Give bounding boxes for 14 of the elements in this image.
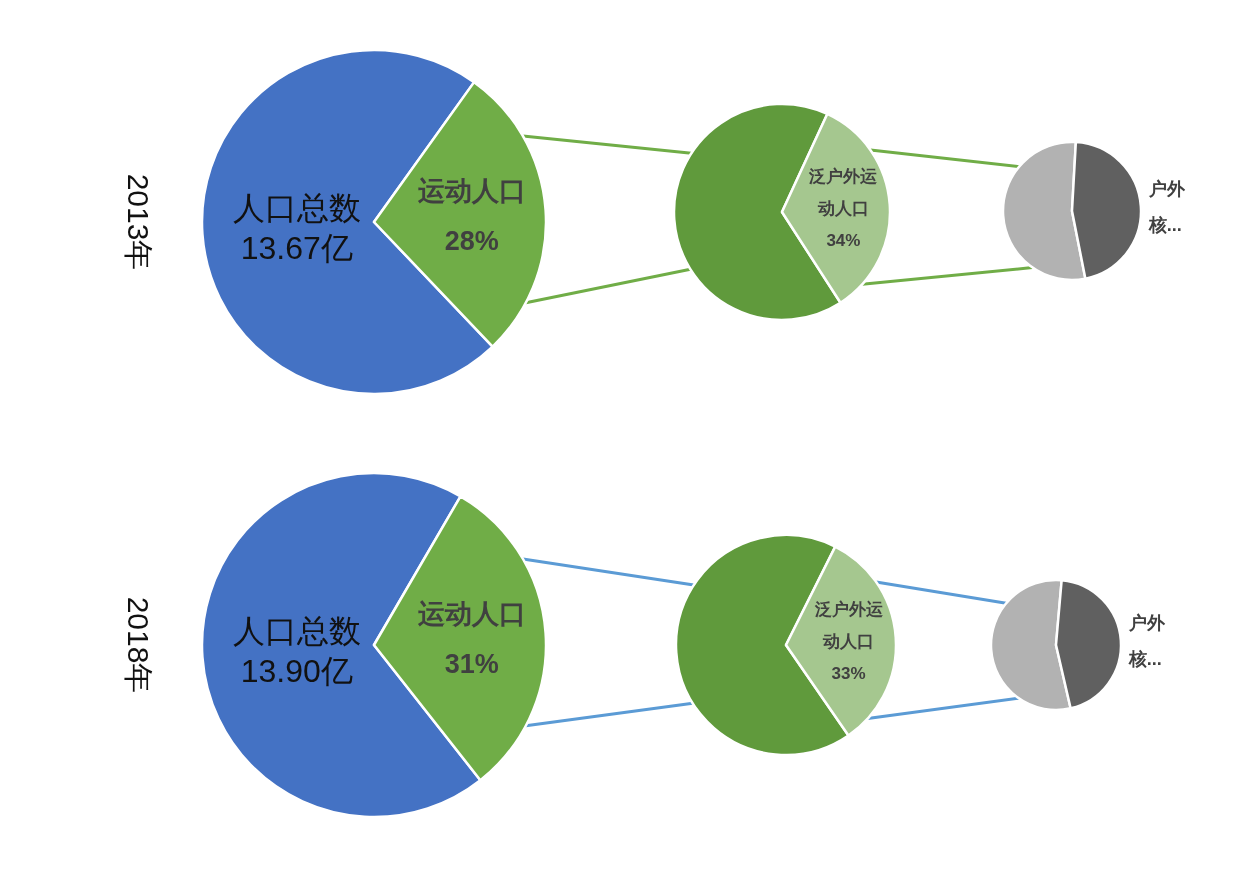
slice-label: 泛户外运动人口 [813, 599, 883, 651]
data-label: 28% [444, 225, 499, 256]
slice-label: 运动人口 [416, 598, 526, 629]
text: 2018年 [121, 596, 155, 694]
slice-label: 户外核... [1147, 178, 1186, 235]
data-label: 31% [444, 648, 499, 679]
data-label: 33% [831, 663, 866, 683]
slice-label: 人口总数 13.90亿 [232, 612, 361, 689]
slice-label: 人口总数 13.67亿 [232, 189, 361, 266]
text: 2013年 [121, 173, 155, 271]
slice-label: 户外核... [1127, 612, 1166, 669]
slice-label: 泛户外运动人口 [808, 166, 878, 218]
slice-label: 运动人口 [416, 175, 526, 206]
data-label: 34% [826, 230, 861, 250]
